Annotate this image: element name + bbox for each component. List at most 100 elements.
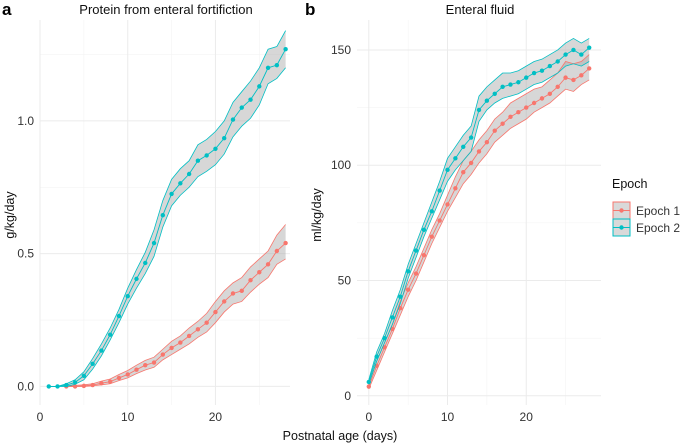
data-point-epoch-1	[437, 218, 442, 223]
data-point-epoch-2	[586, 45, 592, 50]
data-point-epoch-1	[81, 383, 87, 389]
legend-label-epoch-1: Epoch 1	[636, 204, 680, 218]
data-point-epoch-1	[539, 96, 545, 101]
data-point-epoch-2	[186, 171, 192, 177]
data-point-epoch-1	[453, 186, 458, 191]
data-point-epoch-2	[390, 315, 395, 320]
data-point-epoch-2	[571, 47, 576, 53]
data-point-epoch-1	[239, 288, 244, 294]
panel-label-b: b	[305, 0, 315, 19]
data-point-epoch-2	[500, 84, 505, 90]
y-tick-label: 50	[338, 274, 352, 288]
data-point-epoch-1	[484, 139, 490, 145]
y-tick-label: 0	[344, 389, 351, 403]
data-point-epoch-1	[169, 345, 174, 351]
y-tick-label: 150	[331, 43, 351, 57]
x-tick-label: 20	[209, 410, 223, 424]
data-point-epoch-2	[55, 384, 60, 389]
legend-item-epoch-1: Epoch 1	[612, 201, 680, 220]
data-point-epoch-2	[257, 84, 262, 89]
ci-lower-epoch-2	[368, 61, 590, 385]
data-point-epoch-1	[524, 105, 529, 110]
ci-ribbon-epoch-1	[368, 54, 590, 389]
data-point-epoch-1	[413, 271, 419, 276]
data-point-epoch-2	[222, 135, 227, 141]
data-point-epoch-2	[64, 382, 69, 388]
data-point-epoch-1	[213, 309, 218, 315]
data-point-epoch-2	[429, 209, 434, 214]
data-point-epoch-1	[186, 333, 192, 339]
data-point-epoch-2	[516, 80, 521, 85]
data-point-epoch-2	[453, 156, 458, 161]
ci-lower-epoch-1	[368, 79, 590, 390]
data-point-epoch-1	[283, 240, 288, 246]
data-point-epoch-2	[405, 269, 411, 274]
x-tick-label: 10	[121, 410, 135, 424]
data-point-epoch-1	[421, 252, 427, 258]
data-point-epoch-2	[213, 146, 218, 151]
data-point-epoch-1	[195, 327, 201, 332]
data-point-epoch-2	[239, 105, 244, 110]
ci-ribbon-epoch-1	[66, 224, 286, 387]
data-point-epoch-2	[476, 107, 482, 113]
data-point-epoch-2	[160, 212, 166, 218]
data-point-epoch-2	[413, 248, 419, 253]
ci-ribbon-epoch-2	[48, 30, 286, 387]
data-point-epoch-2	[274, 62, 280, 68]
y-tick-label: 0.5	[17, 247, 34, 261]
data-point-epoch-1	[461, 169, 466, 175]
plot-panel-a: 0 10 20 0.0 0.5 1.0	[17, 20, 290, 424]
legend-title: Epoch	[612, 177, 647, 191]
ci-ribbon-epoch-2	[368, 38, 590, 385]
data-point-epoch-2	[134, 276, 139, 282]
data-point-epoch-2	[143, 260, 148, 266]
data-point-epoch-1	[586, 66, 592, 71]
data-point-epoch-2	[265, 65, 271, 70]
data-point-epoch-2	[99, 348, 104, 353]
y-tick-label: 1.0	[17, 114, 34, 128]
data-point-epoch-2	[230, 117, 236, 122]
data-point-epoch-1	[547, 91, 553, 96]
data-point-epoch-2	[195, 158, 201, 163]
data-point-epoch-1	[445, 202, 450, 207]
data-point-epoch-1	[90, 382, 95, 388]
legend-label-epoch-2: Epoch 2	[636, 221, 680, 235]
data-point-epoch-1	[508, 114, 513, 120]
data-point-epoch-1	[116, 375, 122, 381]
data-point-epoch-1	[516, 110, 521, 115]
data-point-epoch-1	[160, 352, 166, 357]
data-point-epoch-1	[555, 84, 560, 90]
y-tick-label: 0.0	[17, 379, 34, 393]
data-point-epoch-2	[555, 59, 560, 64]
data-point-epoch-1	[151, 360, 157, 365]
data-point-epoch-1	[178, 340, 183, 345]
data-point-epoch-2	[445, 167, 450, 173]
data-point-epoch-2	[398, 294, 403, 299]
data-point-epoch-2	[382, 335, 387, 341]
ci-upper-epoch-2	[368, 37, 590, 380]
data-point-epoch-2	[468, 135, 474, 140]
data-point-epoch-2	[437, 188, 442, 193]
data-point-epoch-2	[539, 68, 545, 73]
data-point-epoch-2	[125, 293, 130, 299]
data-point-epoch-1	[107, 379, 113, 384]
data-point-epoch-1	[125, 372, 130, 377]
data-point-epoch-1	[563, 75, 568, 80]
data-point-epoch-1	[134, 367, 139, 372]
data-point-epoch-1	[204, 320, 209, 325]
data-point-epoch-2	[374, 354, 379, 359]
series-line-epoch-2	[48, 48, 287, 387]
data-point-epoch-2	[524, 75, 529, 80]
data-point-epoch-2	[116, 313, 122, 319]
y-tick-label: 100	[331, 158, 351, 172]
data-point-epoch-1	[492, 128, 497, 133]
data-point-epoch-1	[99, 381, 104, 386]
data-point-epoch-1	[72, 384, 78, 389]
x-axis-label: Postnatal age (days)	[283, 429, 398, 443]
data-point-epoch-1	[476, 149, 482, 154]
data-point-epoch-2	[90, 361, 95, 367]
data-point-epoch-1	[230, 291, 236, 296]
data-point-epoch-1	[265, 262, 271, 267]
data-point-epoch-2	[283, 47, 288, 52]
